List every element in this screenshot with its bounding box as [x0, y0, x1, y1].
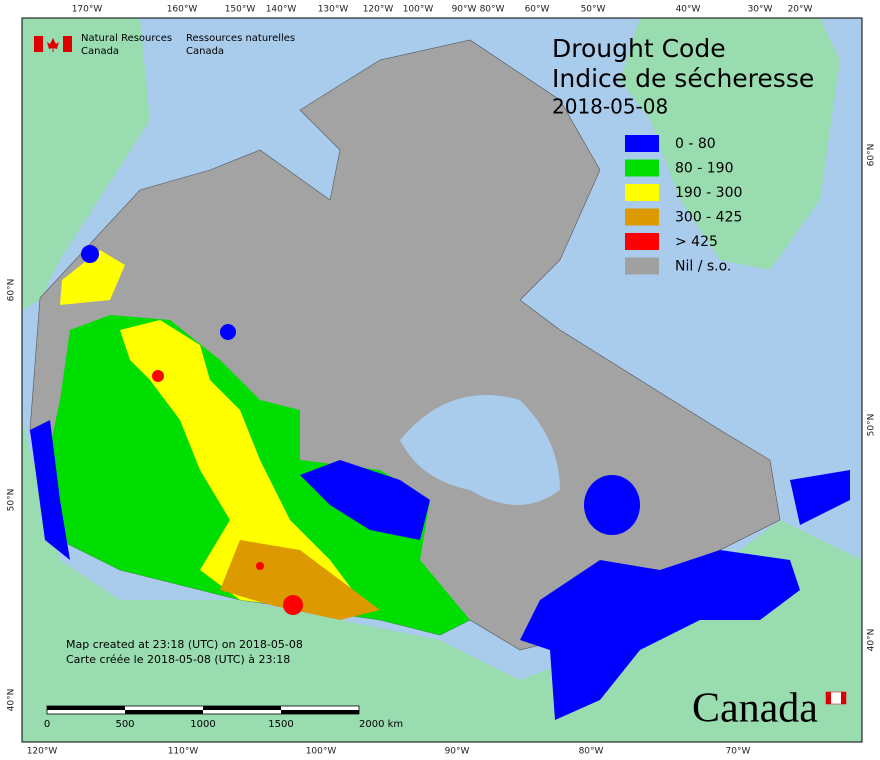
graticule-label: 60°N [7, 279, 17, 302]
wordmark-text: Canada [692, 686, 818, 732]
agency-block: Natural Resources Canada Ressources natu… [34, 33, 295, 57]
zone-red [152, 370, 164, 382]
graticule-label: 20°W [788, 5, 813, 15]
scale-segment [125, 710, 203, 714]
graticule-label: 170°W [72, 5, 103, 15]
scale-label: 2000 km [359, 719, 403, 730]
graticule-label: 120°W [363, 5, 394, 15]
graticule-label: 30°W [748, 5, 773, 15]
zone-blue [81, 245, 99, 263]
zone-blue [584, 475, 640, 535]
graticule-label: 100°W [403, 5, 434, 15]
graticule-label: 90°W [452, 5, 477, 15]
scale-label: 0 [44, 719, 50, 730]
zone-yellow [120, 320, 360, 610]
map-frame [21, 17, 863, 743]
graticule-label: 50°W [581, 5, 606, 15]
alaska-land [22, 18, 150, 310]
flag-leaf [47, 38, 59, 52]
graticule-label: 130°W [318, 5, 349, 15]
legend-swatch [625, 159, 659, 177]
wordmark-flag [826, 692, 831, 704]
legend: 0 - 80 80 - 190 190 - 300 300 - 425 > 425 Nil… [625, 135, 742, 275]
zone-blue [300, 460, 430, 540]
agency-fr: Ressources naturelles [186, 33, 295, 44]
graticule-label: 50°N [7, 489, 17, 512]
title: Drought Code [552, 34, 726, 63]
greenland-land [620, 18, 840, 270]
frame-border [21, 17, 863, 743]
legend-swatch [625, 208, 659, 226]
scale-label: 500 [115, 719, 134, 730]
wordmark-flag [841, 692, 846, 704]
graticule-label: 160°W [167, 5, 198, 15]
graticule-label: 110°W [168, 747, 199, 757]
graticule-label: 90°W [445, 747, 470, 757]
legend-label: > 425 [675, 234, 718, 250]
zone-orange [220, 540, 380, 620]
date: 2018-05-08 [552, 95, 668, 119]
graticule-label: 60°N [867, 144, 877, 167]
note: Carte créée le 2018-05-08 (UTC) à 23:18 [66, 653, 290, 666]
note: Map created at 23:18 (UTC) on 2018-05-08 [66, 638, 303, 651]
graticule-label: 70°W [726, 747, 751, 757]
graticule-label: 40°N [867, 629, 877, 652]
graticule-label: 140°W [266, 5, 297, 15]
zone-blue [790, 470, 850, 525]
agency-fr: Canada [186, 46, 224, 57]
scale-label: 1000 [190, 719, 215, 730]
legend-label: Nil / s.o. [675, 259, 731, 275]
graticule-label: 40°W [676, 5, 701, 15]
legend-label: 190 - 300 [675, 185, 742, 201]
legend-swatch [625, 135, 659, 152]
graticule-label: 40°N [7, 689, 17, 712]
graticule-label: 80°W [480, 5, 505, 15]
scale-segment [47, 706, 125, 710]
scale-segment [203, 706, 281, 710]
scale-label: 1500 [268, 719, 293, 730]
zone-yukon-yellow [60, 250, 125, 305]
title: Indice de sécheresse [552, 64, 814, 93]
flag-bar [34, 36, 43, 52]
graticule-label: 100°W [306, 747, 337, 757]
scale-bar: 0 500 1000 1500 2000 km [44, 705, 403, 730]
hudson-bay [400, 395, 560, 505]
agency-en: Natural Resources [81, 33, 172, 44]
usa-land [22, 420, 862, 742]
zone-blue [30, 420, 70, 560]
zone-red [256, 562, 264, 570]
graticule-labels: 170°W 160°W 150°W 140°W 130°W 120°W 100°W 90°W 8… [7, 5, 877, 757]
legend-swatch [625, 184, 659, 201]
zone-blue [220, 324, 236, 340]
wordmark: Canada [692, 686, 847, 732]
graticule-label: 50°N [867, 414, 877, 437]
graticule-label: 150°W [225, 5, 256, 15]
agency-en: Canada [81, 46, 119, 57]
scale-segment [281, 710, 359, 714]
graticule-label: 120°W [27, 747, 58, 757]
legend-swatch [625, 233, 659, 250]
legend-label: 0 - 80 [675, 136, 716, 152]
legend-label: 80 - 190 [675, 161, 734, 177]
graticule-label: 80°W [579, 747, 604, 757]
legend-label: 300 - 425 [675, 210, 742, 226]
zone-blue [520, 550, 800, 720]
legend-swatch [625, 257, 659, 275]
zone-red [283, 595, 303, 615]
flag-bar [63, 36, 72, 52]
graticule-label: 60°W [525, 5, 550, 15]
